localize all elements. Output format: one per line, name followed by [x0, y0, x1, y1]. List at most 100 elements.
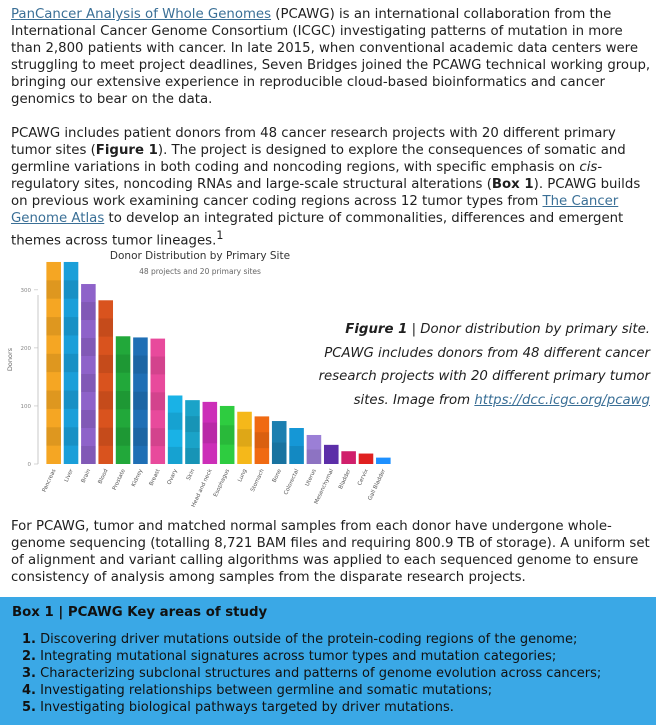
list-item: 4. Investigating relationships between g… — [22, 683, 493, 698]
pcawg-link[interactable]: PanCancer Analysis of Whole Genomes — [11, 7, 272, 22]
bar-bone — [271, 421, 287, 464]
list-item: 1. Discovering driver mutations outside … — [22, 632, 578, 647]
x-tick-label: Lung — [237, 468, 248, 483]
bar-segment — [133, 427, 148, 446]
bar — [46, 261, 61, 464]
bar-liver — [63, 261, 79, 464]
bar-segment — [46, 390, 61, 409]
bar-segment — [63, 317, 79, 336]
cis-italic: cis — [579, 160, 598, 175]
bar-segment — [219, 425, 235, 445]
bar-segment — [289, 446, 304, 464]
list-item: 3. Characterizing subclonal structures a… — [22, 666, 602, 681]
bar-segment — [254, 432, 270, 449]
bar-segment — [46, 317, 61, 336]
bar — [167, 395, 183, 464]
x-tick-label: Bladder — [338, 468, 353, 491]
bar-segment — [306, 449, 322, 464]
p2-text-3: -regulatory sites, noncoding RNAs and la… — [11, 160, 603, 192]
chart-svg: 0 100 200 300 Donors Pancreas Liver Brain Blood P… — [6, 261, 391, 508]
bar — [341, 451, 356, 464]
list-item: 5. Investigating biological pathways tar… — [22, 700, 454, 715]
bar — [306, 434, 322, 464]
chart-title: Donor Distribution by Primary Site — [109, 250, 291, 262]
p2-text-1: PCAWG includes patient donors from 48 ca… — [11, 126, 616, 158]
p2-text-5: to develop an integrated picture of comm… — [11, 211, 624, 249]
bar-segment — [46, 427, 61, 446]
overview-paragraph: PCAWG includes patient donors from 48 ca… — [11, 125, 653, 249]
x-tick-label: Prostate — [112, 468, 127, 492]
key-areas-box: Box 1 | PCAWG Key areas of study 1. Disc… — [0, 597, 656, 725]
bar-lung — [237, 411, 252, 464]
bar-segment — [150, 356, 166, 375]
p2-text-2: ). The project is designed to explore th… — [11, 143, 626, 175]
x-tick-label: Uterus — [305, 468, 318, 487]
bar — [98, 300, 114, 464]
bar-segment — [81, 374, 96, 393]
bar-segment — [46, 353, 61, 373]
bar-segment — [98, 427, 114, 446]
bar-segment — [133, 355, 148, 374]
bar-segment — [115, 391, 131, 410]
bar-segment — [98, 318, 114, 337]
bar-prostate — [115, 336, 131, 464]
bar-mesenchymal — [323, 444, 339, 464]
bar-segment — [237, 429, 252, 447]
bar-stomach — [254, 416, 270, 464]
bar-segment — [81, 446, 96, 464]
bar — [202, 401, 218, 464]
bar-head-and-neck — [202, 401, 218, 464]
bar-skin — [185, 400, 200, 464]
bar — [185, 400, 200, 464]
bar-segment — [63, 427, 79, 446]
tcga-link[interactable]: The Cancer Genome Atlas — [11, 194, 619, 226]
bar-segment — [98, 354, 114, 374]
chart-subtitle: 48 projects and 20 primary sites — [139, 267, 261, 276]
bar-uterus — [306, 434, 322, 464]
footnote-ref: 1 — [216, 229, 224, 242]
y-tick-label: 200 — [21, 346, 32, 352]
bar-segment — [271, 442, 287, 464]
bar-segment — [167, 446, 183, 464]
bar — [63, 261, 79, 464]
x-tick-label: Skin — [186, 468, 197, 482]
bar-ovary — [167, 395, 183, 464]
bar-segment — [115, 427, 131, 446]
bar — [81, 284, 96, 464]
bar-pancreas — [46, 261, 61, 464]
bar — [271, 421, 287, 464]
bar-segment — [81, 338, 96, 357]
x-tick-label: Colorectal — [283, 468, 300, 496]
bar — [219, 405, 235, 464]
figure-caption: Figure 1 | Donor distribution by primary… — [300, 318, 650, 412]
bar — [323, 444, 339, 464]
x-tick-label: Mesenchymal — [314, 468, 336, 505]
bar — [237, 411, 252, 464]
bar — [358, 453, 374, 464]
y-tick-label: 300 — [21, 288, 32, 294]
bar-cervix — [358, 453, 374, 464]
bar-brain — [81, 284, 96, 464]
y-tick-label: 100 — [21, 404, 32, 410]
y-axis-label: Donors — [6, 347, 14, 371]
bar-segment — [46, 280, 61, 299]
x-tick-label: Gall Bladder — [367, 468, 387, 502]
bar-breast — [150, 338, 166, 464]
bar-segment — [115, 354, 131, 373]
bar-segment — [63, 353, 79, 373]
bar-segment — [81, 302, 96, 321]
key-areas-list: 1. Discovering driver mutations outside … — [22, 631, 601, 716]
bar — [115, 336, 131, 464]
bar — [133, 337, 148, 464]
bar-segment — [150, 428, 166, 447]
bar — [289, 428, 304, 464]
list-item: 2. Integrating mutational signatures acr… — [22, 649, 557, 664]
bar-kidney — [133, 337, 148, 464]
icgc-link[interactable]: https://dcc.icgc.org/pcawg — [474, 392, 650, 408]
bar — [376, 457, 391, 464]
bar-segment — [185, 416, 200, 433]
bar — [254, 416, 270, 464]
intro-text: (PCAWG) is an international collaboratio… — [11, 7, 651, 107]
x-tick-label: Cervix — [357, 468, 370, 487]
caption-label: Figure 1 — [345, 322, 408, 337]
